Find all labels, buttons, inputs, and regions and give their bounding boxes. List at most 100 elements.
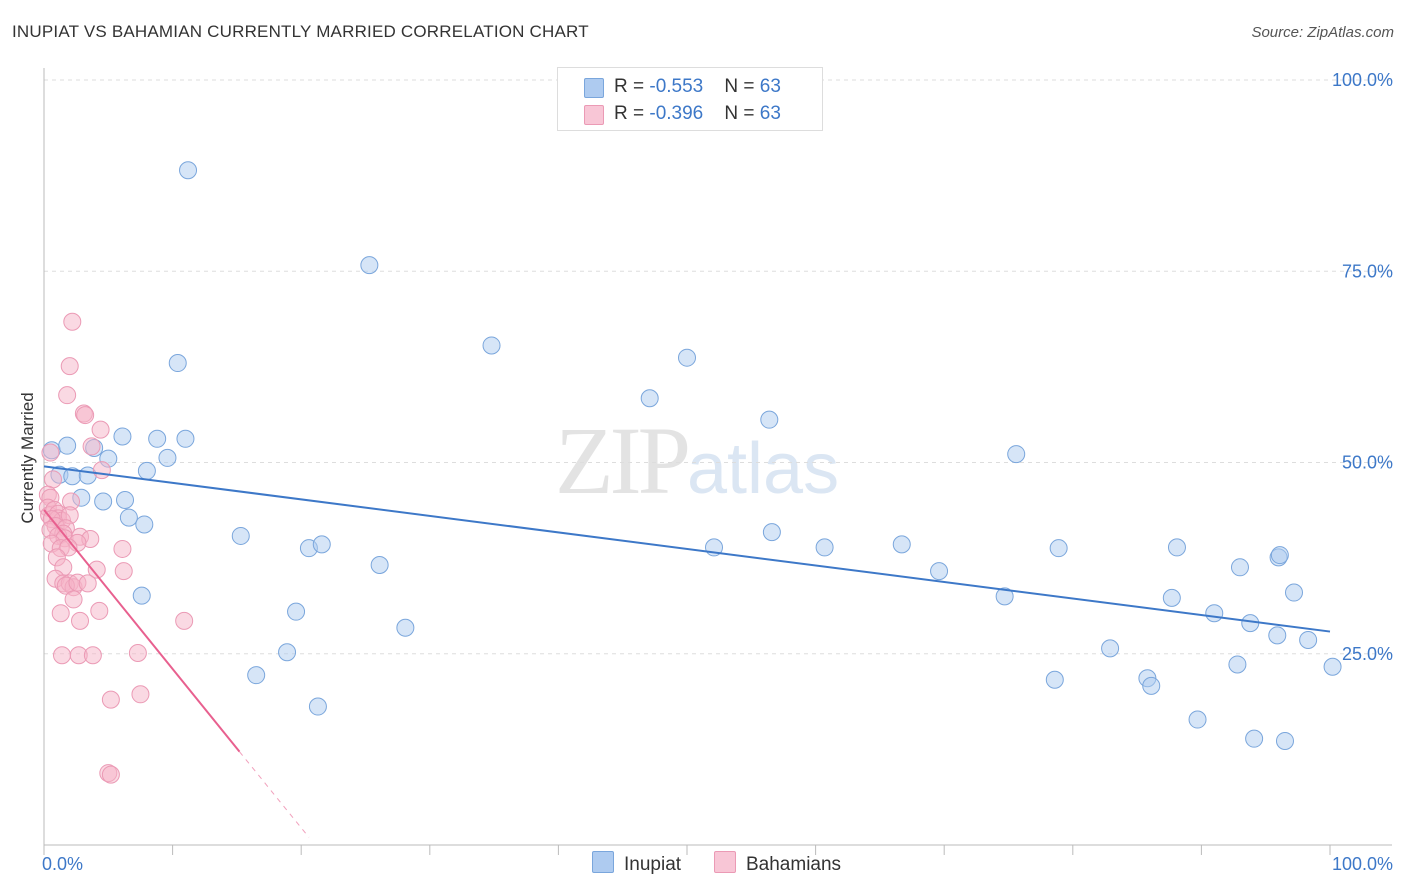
x-tick-label-0: 0.0% xyxy=(42,854,83,874)
bahamians-point-9 xyxy=(44,470,63,489)
inupiat-point-30 xyxy=(762,523,781,542)
bahamians-point-53 xyxy=(128,643,147,662)
inupiat-point-49 xyxy=(278,643,297,662)
watermark-atlas: atlas xyxy=(687,429,840,509)
bahamians-swatch xyxy=(584,105,604,125)
inupiat-point-23 xyxy=(119,508,138,527)
bahamians-point-47 xyxy=(51,604,70,623)
bahamians-point-8 xyxy=(92,461,111,480)
inupiat-point-14 xyxy=(158,448,177,467)
inupiat-point-39 xyxy=(1284,583,1303,602)
inupiat-point-45 xyxy=(1205,604,1224,623)
inupiat-point-58 xyxy=(1188,710,1207,729)
y-tick-label-50: 50.0% xyxy=(1342,453,1393,473)
inupiat-point-9 xyxy=(58,436,77,455)
bahamians-point-55 xyxy=(131,685,150,704)
bahamians-legend-swatch xyxy=(714,851,736,873)
bahamians-point-54 xyxy=(101,690,120,709)
inupiat-point-4 xyxy=(678,348,696,367)
inupiat-point-13 xyxy=(176,429,195,448)
bahamians-point-6 xyxy=(82,437,101,456)
inupiat-point-34 xyxy=(1049,539,1068,558)
inupiat-point-50 xyxy=(247,666,266,685)
bahamians-point-57 xyxy=(101,765,120,784)
y-tick-label-100: 100.0% xyxy=(1332,70,1393,90)
n-label-inupiat: N = xyxy=(724,76,760,97)
inupiat-point-27 xyxy=(312,535,331,554)
bahamians-trend-line xyxy=(43,509,241,753)
bahamians-trend-extension xyxy=(239,751,310,838)
x-tick-label-100: 100.0% xyxy=(1332,854,1393,874)
inupiat-point-31 xyxy=(815,538,834,557)
inupiat-point-60 xyxy=(1275,731,1294,750)
inupiat-point-52 xyxy=(1045,670,1064,689)
inupiat-point-44 xyxy=(1162,588,1181,607)
bahamians-point-48 xyxy=(71,611,90,630)
bahamians-point-45 xyxy=(64,590,83,609)
inupiat-point-19 xyxy=(137,461,156,480)
bahamians-point-1 xyxy=(60,357,79,376)
bahamians-point-49 xyxy=(175,611,194,630)
inupiat-point-3 xyxy=(482,336,501,355)
correlation-legend: R = -0.553 N = 63 R = -0.396 N = 63 xyxy=(557,67,823,131)
bahamians-point-0 xyxy=(63,312,82,331)
inupiat-point-11 xyxy=(113,427,132,446)
inupiat-point-2 xyxy=(168,354,187,373)
bahamians-point-33 xyxy=(113,539,132,558)
inupiat-point-51 xyxy=(1101,639,1120,658)
bottom-legend-bahamians: Bahamians xyxy=(714,851,841,876)
inupiat-point-57 xyxy=(308,697,327,716)
inupiat-point-43 xyxy=(995,587,1014,606)
bahamians-point-2 xyxy=(58,386,77,405)
inupiat-point-0 xyxy=(179,161,198,180)
bahamians-point-36 xyxy=(87,560,106,579)
watermark: ZIPatlas xyxy=(555,405,839,516)
inupiat-legend-swatch xyxy=(592,851,614,873)
inupiat-point-25 xyxy=(231,526,250,545)
bahamians-point-4 xyxy=(76,406,95,425)
y-tick-label-25: 25.0% xyxy=(1342,644,1393,664)
bahamians-point-7 xyxy=(41,443,60,462)
inupiat-point-55 xyxy=(1228,655,1247,674)
inupiat-point-59 xyxy=(1245,729,1264,748)
bahamians-point-52 xyxy=(83,646,102,665)
bahamians-point-46 xyxy=(90,601,109,620)
bahamians-point-50 xyxy=(53,646,72,665)
inupiat-point-7 xyxy=(1007,445,1026,464)
bahamians-point-5 xyxy=(91,420,110,439)
inupiat-point-48 xyxy=(1299,630,1318,649)
inupiat-point-36 xyxy=(1230,558,1249,577)
inupiat-point-6 xyxy=(760,410,779,429)
inupiat-legend-label: Inupiat xyxy=(624,854,682,875)
inupiat-point-47 xyxy=(1268,626,1287,645)
inupiat-swatch xyxy=(584,78,604,98)
r-value-bahamians: -0.396 xyxy=(649,103,704,124)
inupiat-point-38 xyxy=(1270,546,1289,565)
inupiat-point-22 xyxy=(94,492,113,511)
n-value-inupiat: 63 xyxy=(759,76,781,97)
inupiat-point-46 xyxy=(1241,614,1260,633)
inupiat-point-21 xyxy=(116,490,135,509)
r-label-inupiat: R = xyxy=(614,76,650,97)
watermark-zip: ZIP xyxy=(555,407,691,514)
inupiat-point-1 xyxy=(360,256,379,275)
r-value-inupiat: -0.553 xyxy=(649,76,704,97)
inupiat-point-24 xyxy=(135,515,154,534)
n-value-bahamians: 63 xyxy=(759,103,781,124)
y-tick-label-75: 75.0% xyxy=(1342,261,1393,281)
r-label-bahamians: R = xyxy=(614,103,650,124)
inupiat-point-12 xyxy=(148,429,167,448)
inupiat-point-32 xyxy=(892,535,911,554)
n-label-bahamians: N = xyxy=(724,103,760,124)
source-label: Source: ZipAtlas.com xyxy=(1251,24,1394,41)
inupiat-point-54 xyxy=(1142,676,1161,695)
bahamians-point-37 xyxy=(114,562,133,581)
bahamians-legend-label: Bahamians xyxy=(746,854,842,875)
inupiat-point-40 xyxy=(132,586,151,605)
bahamians-point-44 xyxy=(78,574,97,593)
inupiat-point-33 xyxy=(930,562,949,581)
bottom-legend-inupiat: Inupiat xyxy=(592,851,681,876)
inupiat-point-35 xyxy=(1167,538,1186,557)
inupiat-point-56 xyxy=(1323,657,1342,676)
